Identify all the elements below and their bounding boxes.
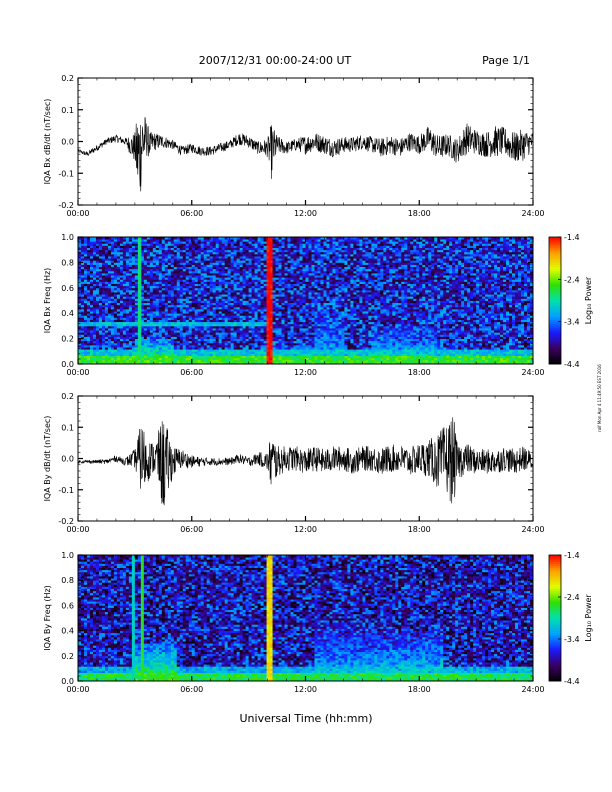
header-date-range: 2007/12/31 00:00-24:00 UT	[199, 54, 352, 67]
x-tick-label: 18:00	[408, 525, 431, 534]
y-tick-label: 0.8	[61, 258, 74, 267]
colorbar-tick-label: -2.4	[564, 593, 580, 602]
x-tick-label: 06:00	[180, 685, 203, 694]
y-tick-label: 1.0	[61, 551, 74, 560]
colorbar-title: Log₁₀ Power	[584, 276, 593, 324]
panel-1-line: 00:00 06:00 12:00 18:00 24:00 -0.2 -0.1 0.0 0.1 0…	[43, 74, 545, 218]
y-tick-label: -0.1	[58, 169, 74, 178]
y-axis-title: IQA By dB/dt (nT/sec)	[43, 416, 52, 502]
x-tick-label: 18:00	[408, 685, 431, 694]
y-tick-label: 0.4	[61, 309, 74, 318]
panel-2-heatmap: 00:00 06:00 12:00 18:00 24:00 0.0 0.2 0.4 0.6 0.8…	[43, 233, 593, 377]
colorbar-4: -1.4 -2.4 -3.4 -4.4 Log₁₀ Power	[549, 551, 593, 686]
y-tick-label: 0.2	[61, 652, 74, 661]
x-tick-label: 12:00	[294, 525, 317, 534]
colorbar-tick-label: -3.4	[564, 318, 580, 327]
y-tick-label: -0.1	[58, 486, 74, 495]
series-line	[78, 117, 533, 191]
colorbar-tick-label: -2.4	[564, 275, 580, 284]
x-tick-label: 00:00	[66, 368, 89, 377]
y-tick-label: 0.2	[61, 335, 74, 344]
y-tick-label: 0.4	[61, 627, 74, 636]
x-tick-label: 06:00	[180, 209, 203, 218]
y-tick-label: -0.2	[58, 517, 74, 526]
x-axis-title: Universal Time (hh:mm)	[240, 712, 373, 725]
colorbar-title: Log₁₀ Power	[584, 594, 593, 642]
y-tick-label: 0.2	[61, 74, 74, 83]
x-tick-label: 06:00	[180, 525, 203, 534]
y-tick-label: 1.0	[61, 233, 74, 242]
colorbar-tick-label: -3.4	[564, 635, 580, 644]
y-tick-label: 0.0	[61, 455, 74, 464]
y-tick-label: 0.1	[61, 423, 74, 432]
y-axis-title: IQA By Freq (Hz)	[43, 585, 52, 651]
y-tick-label: 0.0	[61, 677, 74, 686]
x-tick-label: 12:00	[294, 368, 317, 377]
x-tick-label: 00:00	[66, 209, 89, 218]
panels-group: 00:00 06:00 12:00 18:00 24:00 -0.2 -0.1 0.0 0.1 0…	[43, 74, 593, 694]
x-tick-label: 00:00	[66, 525, 89, 534]
spectrogram-cells	[78, 237, 533, 364]
y-tick-label: 0.8	[61, 576, 74, 585]
side-note: rolf Mon Apr 4 11:49:50 EST 2016	[597, 364, 602, 432]
panel-3-line: 00:00 06:00 12:00 18:00 24:00 -0.2 -0.1 0.0 0.1 0…	[43, 392, 545, 534]
y-tick-label: 0.2	[61, 392, 74, 401]
x-tick-label: 00:00	[66, 685, 89, 694]
x-tick-label: 18:00	[408, 209, 431, 218]
y-tick-label: 0.0	[61, 360, 74, 369]
x-tick-label: 12:00	[294, 209, 317, 218]
x-tick-label: 24:00	[521, 525, 544, 534]
y-axis-title: IQA Bx dB/dt (nT/sec)	[43, 99, 52, 185]
spectrogram-cells	[78, 555, 533, 681]
colorbar-tick-label: -1.4	[564, 551, 580, 560]
series-line	[78, 417, 533, 505]
x-tick-label: 24:00	[521, 368, 544, 377]
x-tick-label: 24:00	[521, 685, 544, 694]
x-tick-label: 12:00	[294, 685, 317, 694]
chart-page: 2007/12/31 00:00-24:00 UT Page 1/1 Unive…	[0, 0, 612, 792]
chart-figure: 2007/12/31 00:00-24:00 UT Page 1/1 Unive…	[0, 0, 612, 792]
y-tick-label: 0.6	[61, 284, 74, 293]
header-page-number: Page 1/1	[482, 54, 530, 67]
y-tick-label: -0.2	[58, 201, 74, 210]
x-tick-label: 24:00	[521, 209, 544, 218]
y-tick-label: 0.1	[61, 106, 74, 115]
y-tick-label: 0.6	[61, 601, 74, 610]
x-tick-label: 06:00	[180, 368, 203, 377]
panel-4-heatmap: 00:00 06:00 12:00 18:00 24:00 0.0 0.2 0.4 0.6 0.8…	[43, 551, 593, 694]
colorbar-tick-label: -4.4	[564, 360, 580, 369]
colorbar-tick-label: -4.4	[564, 677, 580, 686]
colorbar-tick-label: -1.4	[564, 233, 580, 242]
colorbar-2: -1.4 -2.4 -3.4 -4.4 Log₁₀ Power	[549, 233, 593, 369]
y-axis-title: IQA Bx Freq (Hz)	[43, 268, 52, 334]
x-tick-label: 18:00	[408, 368, 431, 377]
y-tick-label: 0.0	[61, 138, 74, 147]
